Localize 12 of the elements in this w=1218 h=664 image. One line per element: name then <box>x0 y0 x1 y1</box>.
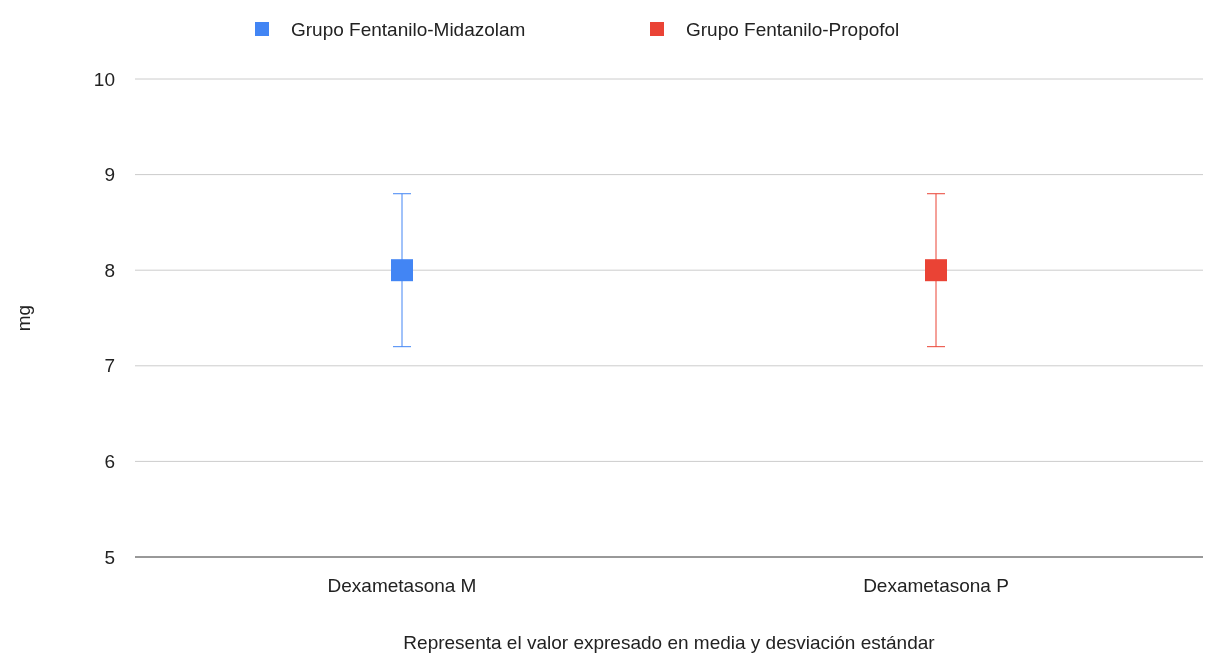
y-tick-label: 8 <box>104 259 115 281</box>
legend-label: Grupo Fentanilo-Midazolam <box>291 18 526 40</box>
x-axis-title: Representa el valor expresado en media y desviación estándar <box>403 632 936 653</box>
legend-label: Grupo Fentanilo-Propofol <box>686 18 900 40</box>
y-axis-title: mg <box>13 304 34 332</box>
y-tick-label: 10 <box>93 68 115 90</box>
y-tick-label: 7 <box>104 355 115 377</box>
x-tick-label: Dexametasona P <box>863 575 1009 596</box>
y-tick-label: 6 <box>104 451 115 473</box>
x-tick-label: Dexametasona M <box>327 575 477 596</box>
y-tick-label: 9 <box>104 164 115 186</box>
y-tick-label: 5 <box>104 546 115 568</box>
